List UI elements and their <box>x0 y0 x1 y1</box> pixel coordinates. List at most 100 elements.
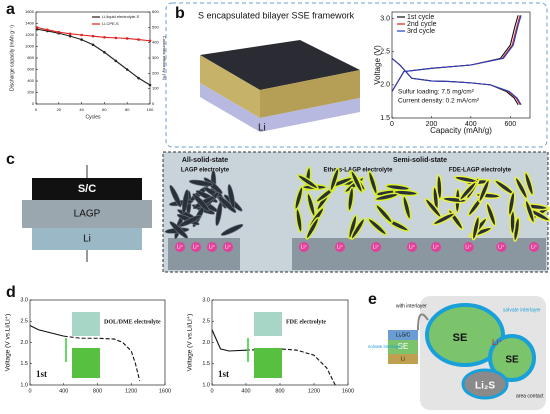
subtitle: LAGP electrolyte <box>181 168 230 174</box>
x-tick-label: 400 <box>59 388 68 394</box>
fiber <box>350 169 364 194</box>
y-tick-label: 0 <box>32 101 35 106</box>
y-tick-label: 2.5 <box>202 319 210 325</box>
ion-label: Li⁺ <box>193 244 200 250</box>
y-tick-label: 2.5 <box>380 49 390 56</box>
legend-label: 2nd cycle <box>407 21 437 28</box>
group-title: All-solid-state <box>182 157 228 164</box>
fiber <box>192 193 210 212</box>
ion-label: Li⁺ <box>337 244 344 250</box>
series-line <box>29 325 64 337</box>
fiber <box>217 195 237 213</box>
group-title: Semi-solid-state <box>393 157 447 164</box>
fiber <box>453 175 479 184</box>
cycle-label: 1st <box>218 369 229 379</box>
y2-tick-label: 100 <box>152 86 159 91</box>
note: area contact <box>516 393 544 399</box>
y-tick-label: 3.0 <box>202 297 210 303</box>
sc-block <box>32 178 142 200</box>
y-axis-label: Voltage (V vs.Li/Li⁺) <box>187 314 194 372</box>
note: solvate interlayer <box>503 307 541 313</box>
y-tick-label: 1.0 <box>20 382 28 388</box>
x-axis-label: Cycles <box>85 114 101 120</box>
framework-label: S encapsulated bilayer SSE framework <box>198 10 355 20</box>
photo <box>254 312 282 336</box>
x-tick-label: 40 <box>79 107 84 112</box>
marker <box>125 68 129 71</box>
fiber <box>402 195 412 220</box>
arrow <box>417 313 429 331</box>
x-tick-label: 0 <box>390 121 394 128</box>
cycle-label: 1st <box>36 369 47 379</box>
marker <box>148 39 152 43</box>
fiber <box>220 224 244 236</box>
annotation: DOL/DME electrolyte <box>104 319 161 325</box>
y-tick-label: 400 <box>27 78 34 83</box>
x-tick-label: 0 <box>28 388 31 394</box>
marker <box>80 33 83 37</box>
x-tick-label: 20 <box>57 107 62 112</box>
x-tick-label: 200 <box>426 121 438 128</box>
fiber <box>203 177 223 194</box>
se-label: SE <box>505 355 519 366</box>
plot-frame <box>391 11 531 119</box>
fiber <box>384 183 411 192</box>
y-tick-label: 200 <box>27 90 34 95</box>
fiber <box>432 212 456 226</box>
ion-label: Li⁺ <box>301 244 308 250</box>
se-label: SE <box>453 332 468 344</box>
y-tick-label: 1600 <box>25 9 35 14</box>
ion-label: Li⁺ <box>433 244 440 250</box>
y2-tick-label: 400 <box>152 40 159 45</box>
x-tick-label: 800 <box>275 388 284 394</box>
note: with interlayer <box>396 303 427 309</box>
marker <box>57 30 61 34</box>
y-axis-label: Discharge capacity (mAh g⁻¹) <box>9 25 15 91</box>
y-tick-label: 1.5 <box>380 115 390 122</box>
ion <box>371 242 381 252</box>
subtitle: FDE-LAGP electrolyte <box>449 168 512 174</box>
panel-label: c <box>6 151 15 168</box>
y2-tick-label: 500 <box>152 24 159 29</box>
fiber <box>367 170 378 196</box>
fiber <box>485 202 497 227</box>
fiber <box>507 190 516 217</box>
y-tick-label: 1000 <box>25 44 35 49</box>
annotation: FDE electrolyte <box>286 319 326 325</box>
stack-label: S/C <box>78 183 96 195</box>
marker <box>80 38 83 41</box>
ion <box>223 242 233 252</box>
marker <box>91 43 95 47</box>
fiber <box>305 217 320 240</box>
panel-label: d <box>6 284 16 301</box>
ion-label: Li⁺ <box>498 244 505 250</box>
fiber <box>524 199 536 224</box>
photo <box>254 348 282 378</box>
x-tick-label: 1600 <box>342 388 354 394</box>
li-label: Li <box>258 123 266 134</box>
fiber <box>471 215 481 241</box>
plot-frame <box>35 11 151 105</box>
ion <box>299 242 309 252</box>
ion-label: Li⁺ <box>492 338 502 347</box>
marker <box>114 59 118 63</box>
x-tick-label: 1600 <box>159 388 171 394</box>
y-tick-label: 1.5 <box>202 361 210 367</box>
ion-label: Li⁺ <box>225 244 232 250</box>
note: Current density: 0.2 mA/cm² <box>398 98 480 105</box>
fiber <box>375 203 393 224</box>
y-tick-label: 1400 <box>25 21 35 26</box>
x-axis-label: Capacity (mAh/g) <box>430 126 492 135</box>
stack-layer <box>388 330 418 340</box>
panel-label: e <box>368 291 377 308</box>
y-tick-label: 600 <box>27 67 34 72</box>
fiber <box>306 192 316 218</box>
fiber <box>478 179 491 203</box>
ion <box>407 242 417 252</box>
ion <box>335 242 345 252</box>
framework-top <box>200 40 360 90</box>
ion <box>191 242 201 252</box>
y-tick-label: 2.0 <box>20 340 28 346</box>
series-line <box>245 348 336 386</box>
substrate <box>292 238 424 270</box>
